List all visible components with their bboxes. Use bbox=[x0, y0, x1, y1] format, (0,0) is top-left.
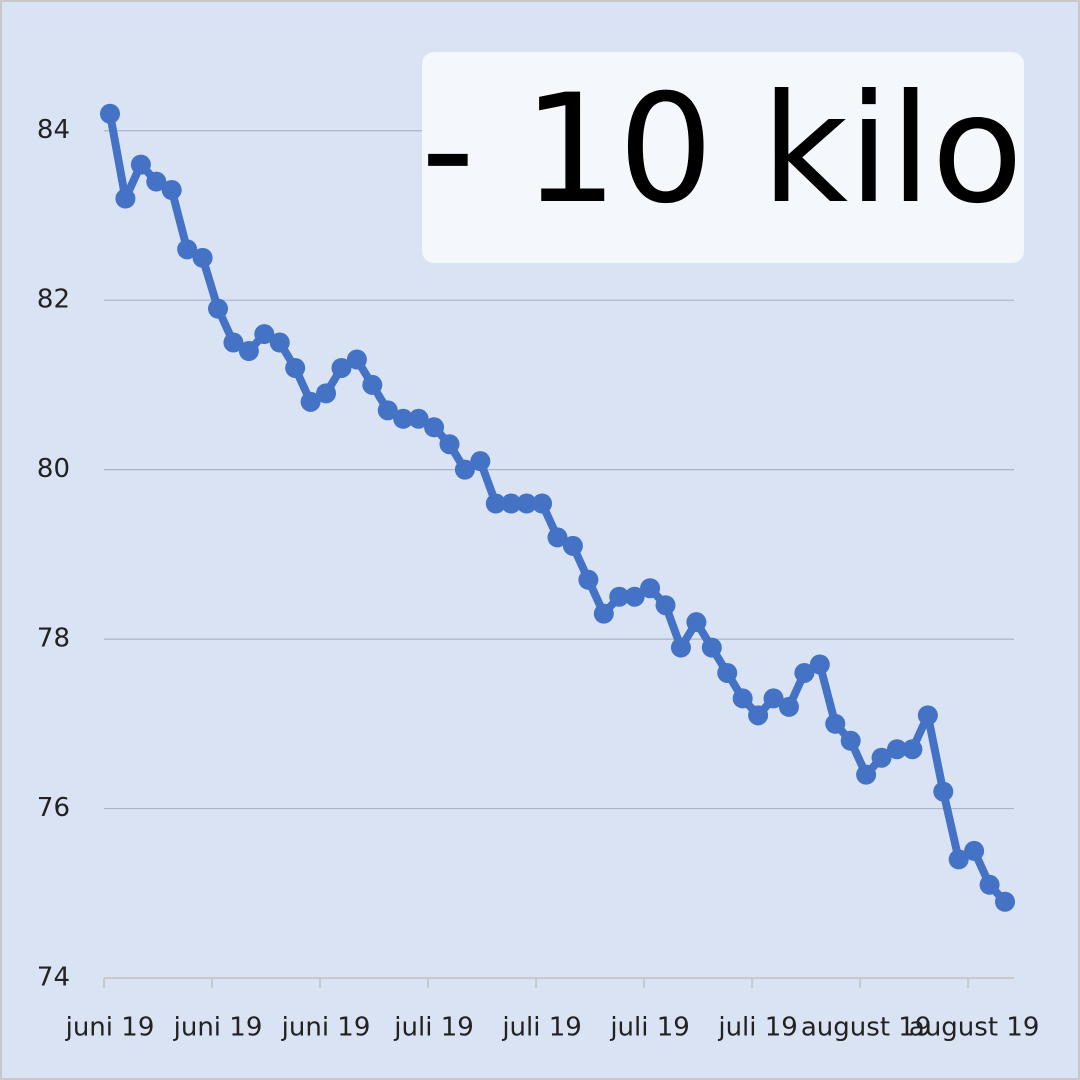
y-tick-label: 84 bbox=[37, 115, 70, 145]
point bbox=[717, 662, 738, 683]
point bbox=[100, 103, 120, 124]
point bbox=[825, 713, 846, 734]
point bbox=[208, 298, 229, 319]
point bbox=[979, 874, 1000, 895]
point bbox=[331, 357, 352, 378]
x-tick-label: juli 19 bbox=[501, 1013, 582, 1043]
point bbox=[485, 493, 506, 514]
x-tick-label: juli 19 bbox=[393, 1013, 474, 1043]
point bbox=[624, 586, 645, 607]
point bbox=[593, 603, 614, 624]
point bbox=[516, 493, 537, 514]
y-tick-label: 82 bbox=[37, 285, 70, 315]
point bbox=[871, 747, 892, 768]
point bbox=[701, 637, 722, 658]
point bbox=[964, 840, 985, 861]
plot-area: 74 76 78 80 82 84 juni 19 juni 19 juni 19 juli 19… bbox=[37, 103, 1039, 1043]
point bbox=[254, 324, 275, 345]
point bbox=[547, 527, 568, 548]
point bbox=[192, 247, 213, 268]
point bbox=[670, 637, 691, 658]
point bbox=[300, 391, 321, 412]
point bbox=[454, 459, 475, 480]
point bbox=[177, 239, 198, 260]
point bbox=[609, 586, 630, 607]
x-tick-label: juni 19 bbox=[281, 1013, 371, 1043]
point bbox=[917, 705, 938, 726]
point bbox=[238, 341, 259, 362]
x-tick-label: august 19 bbox=[801, 1013, 931, 1043]
point bbox=[809, 654, 830, 675]
x-tick-label: august 19 bbox=[909, 1013, 1039, 1043]
y-tick-label: 80 bbox=[37, 454, 70, 484]
x-tick-label: juli 19 bbox=[609, 1013, 690, 1043]
point bbox=[393, 408, 414, 429]
y-tick-label: 78 bbox=[37, 624, 70, 654]
point bbox=[115, 188, 136, 209]
point bbox=[146, 171, 167, 192]
point bbox=[362, 374, 383, 395]
point bbox=[130, 154, 151, 175]
point bbox=[532, 493, 553, 514]
x-tick-label: juli 19 bbox=[717, 1013, 798, 1043]
annotation-box bbox=[422, 52, 1024, 263]
point bbox=[285, 357, 306, 378]
point bbox=[840, 730, 861, 751]
point bbox=[578, 569, 599, 590]
point bbox=[794, 662, 815, 683]
x-tick-label: juni 19 bbox=[65, 1013, 155, 1043]
x-tick-label: juni 19 bbox=[173, 1013, 263, 1043]
point bbox=[886, 739, 907, 760]
point bbox=[995, 891, 1015, 912]
point bbox=[655, 595, 676, 616]
point bbox=[346, 349, 367, 370]
point bbox=[778, 696, 799, 717]
point bbox=[424, 417, 445, 438]
point bbox=[748, 705, 769, 726]
point bbox=[686, 612, 707, 633]
point bbox=[408, 408, 429, 429]
point bbox=[948, 849, 969, 870]
point bbox=[501, 493, 522, 514]
point bbox=[640, 578, 661, 599]
y-tick-label: 76 bbox=[37, 793, 70, 823]
point bbox=[902, 739, 923, 760]
point bbox=[470, 451, 491, 472]
point bbox=[439, 434, 460, 455]
y-tick-label: 74 bbox=[37, 963, 70, 993]
annotation: - 10 kilo bbox=[421, 63, 1023, 237]
point bbox=[732, 688, 753, 709]
point bbox=[269, 332, 290, 353]
point bbox=[223, 332, 244, 353]
point bbox=[161, 180, 182, 201]
point bbox=[933, 781, 954, 802]
point bbox=[763, 688, 784, 709]
point bbox=[316, 383, 337, 404]
point bbox=[562, 535, 583, 556]
point bbox=[377, 400, 398, 421]
point bbox=[856, 764, 877, 785]
